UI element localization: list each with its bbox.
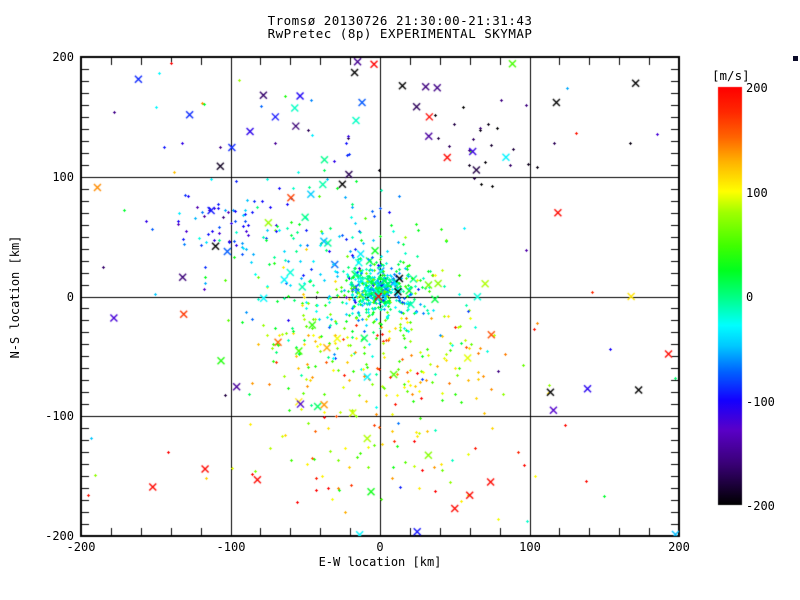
y-tick-label: 200 — [52, 50, 74, 64]
colorbar-tick-label: 200 — [746, 81, 768, 95]
colorbar-tick-label: -100 — [746, 395, 775, 409]
y-tick-label: -100 — [45, 409, 74, 423]
x-tick-label: 0 — [376, 540, 384, 554]
y-tick-label: 100 — [52, 170, 74, 184]
y-tick-label: -200 — [45, 529, 74, 543]
plot-title-line2: RwPretec (8p) EXPERIMENTAL SKYMAP — [267, 26, 533, 41]
x-tick-label: -200 — [66, 540, 96, 554]
x-tick-label: 100 — [519, 540, 541, 554]
x-tick-label: 200 — [668, 540, 690, 554]
colorbar-tick-label: 0 — [746, 290, 754, 304]
y-axis-title: N-S location [km] — [8, 235, 22, 359]
plot-title-line1: Tromsø 20130726 21:30:00-21:31:43 — [267, 13, 533, 28]
edge-artifact — [793, 56, 798, 61]
colorbar-tick-label: 100 — [746, 186, 768, 200]
colorbar-units-label: [m/s] — [712, 68, 750, 83]
x-axis-title: E-W location [km] — [318, 555, 442, 569]
y-tick-label: 0 — [66, 290, 74, 304]
x-tick-label: -100 — [216, 540, 246, 554]
colorbar-tick-label: -200 — [746, 499, 775, 513]
